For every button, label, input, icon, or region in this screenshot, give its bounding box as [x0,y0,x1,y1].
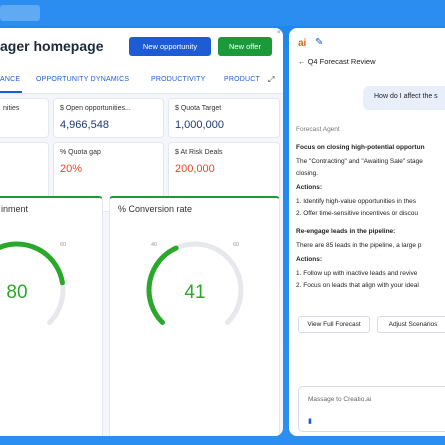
tab-opportunity-dynamics[interactable]: OPPORTUNITY DYNAMICS [36,76,130,83]
gauge-fill [146,245,179,326]
view-full-forecast-button[interactable]: View Full Forecast [298,316,370,333]
agent-response-line: The "Contracting" and "Awaiting Sale" st… [296,158,423,165]
dashboard-tabs: ANCE OPPORTUNITY DYNAMICS PRODUCTIVITY P… [0,68,283,94]
kpi-card-open-opportunities[interactable]: $ Open opportunities... 4,966,548 [53,98,164,138]
bottom-bar [0,436,445,445]
agent-response-line: 1. Identify high-value opportunities in … [296,198,416,205]
back-to-conversations-link[interactable]: ← Q4 Forecast Review [298,57,376,66]
homepage-panel: ager homepage New opportunity New offer … [0,28,283,436]
kpi-value: 200,000 [175,163,215,175]
agent-response-line: 2. Offer time-sensitive incentives or di… [296,210,418,217]
gauge-title: inment [1,204,29,214]
kpi-card-quota-gap[interactable]: % Quota gap 20% [53,142,164,212]
gauge-fill [0,241,65,286]
kpi-value: 20% [60,163,83,175]
expand-icon[interactable]: ⤢ [268,75,275,84]
attainment-gauge: 8060100 [0,241,66,326]
new-offer-button[interactable]: New offer [218,37,272,56]
microphone-icon[interactable]: ▮ [308,418,312,425]
message-input[interactable]: Massage to Creatio.ai ▮ [298,386,445,432]
active-tab-indicator [0,91,22,93]
kpi-value: 1,000,000 [175,119,224,131]
gauge-title: % Conversion rate [118,204,193,214]
kpi-card-quota-target[interactable]: $ Quota Target 1,000,000 [168,98,280,138]
kpi-label: $ Open opportunities... [60,105,131,112]
agent-response-line: Actions: [296,184,322,191]
kpi-label: % Quota gap [60,149,101,156]
kpi-value: 4,966,548 [60,119,109,131]
close-icon[interactable]: × [277,30,281,36]
gauge-card-attainment[interactable]: inment 8060100 [0,196,103,436]
gauge-tick-label: 60 [233,242,239,248]
new-opportunity-button[interactable]: New opportunity [129,37,211,56]
kpi-card-opportunities[interactable]: nities [0,98,49,138]
agent-response-line: closing. [296,170,319,177]
gauge-tick-label: 60 [60,242,66,248]
gauge-value: 41 [184,282,205,303]
gauge-card-conversion-rate[interactable]: % Conversion rate 4140600100 [109,196,280,436]
agent-response-line: There are 85 leads in the pipeline, a la… [296,242,422,249]
page-title: ager homepage [0,38,104,54]
top-bar [0,0,445,26]
edit-icon[interactable]: ✎ [315,37,324,48]
gauge-value: 80 [6,282,27,303]
message-placeholder: Massage to Creatio.ai [308,396,372,403]
kpi-label: nities [3,105,20,112]
tab-productivity[interactable]: PRODUCTIVITY [151,76,206,83]
agent-name-label: Forecast Agent [296,126,340,133]
agent-response-line: 1. Follow up with inactive leads and rev… [296,270,418,277]
agent-response-line: Re-engage leads in the pipeline: [296,228,396,235]
chat-panel: ai ✎ ← Q4 Forecast Review How do I affec… [289,28,445,436]
kpi-label: $ Quota Target [175,105,222,112]
top-bar-tab[interactable] [0,5,40,21]
agent-response-line: Actions: [296,256,322,263]
conversion-rate-gauge: 4140600100 [146,241,244,326]
page-header: ager homepage New opportunity New offer … [0,28,283,68]
kpi-label: $ At Risk Deals [175,149,223,156]
creatio-ai-logo: ai [298,38,307,49]
tab-product[interactable]: PRODUCT [224,76,261,83]
user-message-bubble: How do I affect the s [363,86,445,110]
gauge-tick-label: 40 [151,242,157,248]
tab-performance[interactable]: ANCE [0,76,21,83]
agent-response-line: 2. Focus on leads that align with your i… [296,282,419,289]
agent-response-line: Focus on closing high-potential opportun [296,144,425,151]
adjust-scenarios-button[interactable]: Adjust Scenarios [377,316,445,333]
